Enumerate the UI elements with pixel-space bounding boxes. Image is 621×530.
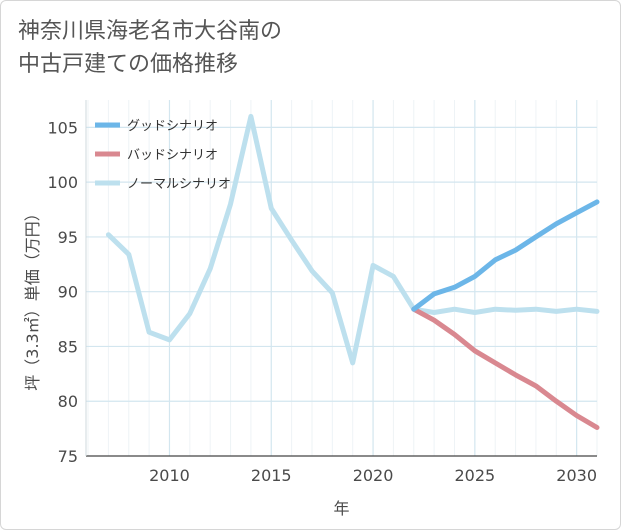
y-tick-label: 100 (47, 173, 78, 192)
chart-title-line-2: 中古戸建ての価格推移 (18, 52, 239, 77)
y-tick-label: 85 (58, 337, 78, 356)
chart-title-line-1: 神奈川県海老名市大谷南の (18, 19, 283, 44)
x-tick-label: 2030 (556, 466, 597, 485)
y-tick-label: 95 (58, 228, 78, 247)
x-tick-label: 2025 (454, 466, 495, 485)
y-tick-label: 80 (58, 392, 78, 411)
legend-label-0: グッドシナリオ (127, 119, 218, 134)
y-axis-label: 坪（3.3㎡）単価（万円） (23, 205, 42, 390)
series-line-1 (411, 306, 600, 430)
x-axis-label: 年 (333, 499, 349, 518)
plot-area (86, 100, 597, 456)
x-tick-label: 2015 (251, 466, 292, 485)
series-line-0 (411, 199, 600, 312)
legend-label-2: ノーマルシナリオ (127, 177, 231, 192)
y-tick-label: 90 (58, 283, 78, 302)
series-layer (105, 113, 600, 430)
x-tick-label: 2020 (353, 466, 394, 485)
series-line-2 (105, 113, 600, 366)
axes: 2010 2015 2020 2025 2030 75 80 85 90 95 100 105 (47, 100, 597, 485)
legend-label-1: バッドシナリオ (127, 148, 218, 163)
x-tick-label: 2010 (149, 466, 190, 485)
chart-title: 神奈川県海老名市大谷南の 中古戸建ての価格推移 (18, 15, 282, 81)
y-tick-label: 105 (47, 118, 78, 137)
y-tick-label: 75 (58, 447, 78, 466)
